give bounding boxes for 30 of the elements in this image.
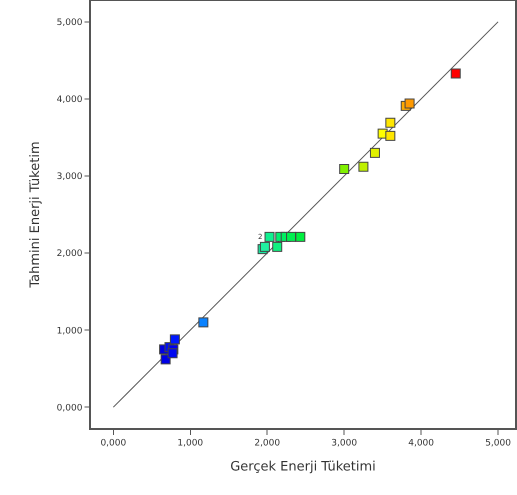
- point: [370, 148, 380, 158]
- point: [160, 354, 171, 364]
- point: [404, 98, 415, 109]
- y-tick-label: 3,000: [56, 172, 83, 182]
- y-tick-label: 2,000: [56, 249, 83, 260]
- y-axis-title: Tahmini Enerji Tüketim: [28, 141, 44, 289]
- x-tick-label: 3,000: [331, 438, 358, 449]
- point: [272, 242, 282, 252]
- point: [264, 232, 275, 242]
- point: [358, 162, 368, 172]
- point: [339, 164, 350, 174]
- point: [198, 317, 208, 328]
- point: [295, 232, 306, 242]
- point: [170, 334, 180, 344]
- y-tick-label: 0,000: [56, 403, 83, 414]
- point: [385, 130, 396, 141]
- point: [260, 242, 270, 252]
- x-tick-label: 4,000: [408, 438, 434, 449]
- y-tick-label: 5,000: [56, 18, 83, 28]
- point: [450, 68, 461, 78]
- y-tick-label: 1,000: [56, 326, 83, 336]
- x-tick-label: 1,000: [177, 438, 204, 449]
- point: [286, 232, 296, 242]
- x-tick-label: 0,000: [100, 438, 126, 449]
- x-axis-title: Gerçek Enerji Tüketimi: [230, 460, 376, 475]
- x-tick-label: 2,000: [254, 438, 280, 449]
- point: [385, 118, 396, 128]
- x-tick-label: 5,000: [485, 438, 512, 449]
- point: [168, 348, 178, 358]
- y-tick-label: 4,000: [56, 95, 83, 106]
